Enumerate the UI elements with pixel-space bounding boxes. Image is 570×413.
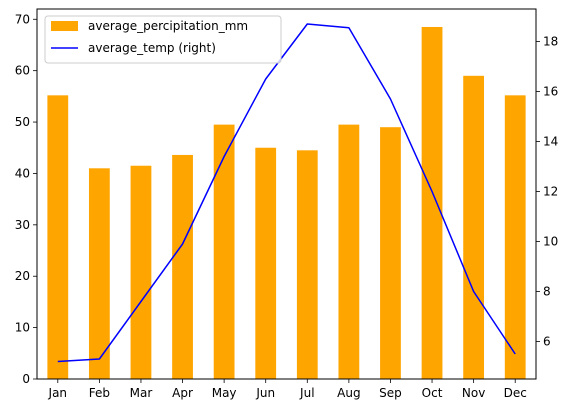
legend-label-line: average_temp (right): [88, 41, 216, 55]
bar-series: [47, 26, 526, 380]
y-left-tick-label: 50: [15, 115, 30, 129]
y-left-tick-label: 10: [15, 321, 30, 335]
y-axis-left: 0 10 20 30 40 50 60 70: [15, 12, 37, 386]
x-tick-label: Mar: [130, 386, 153, 400]
x-tick-label: Dec: [504, 386, 527, 400]
plot-frame: [36, 8, 537, 380]
y-left-tick-label: 30: [15, 218, 30, 232]
bar-nov: [463, 75, 485, 380]
y-right-tick-label: 14: [543, 135, 558, 149]
y-right-tick-label: 10: [543, 235, 558, 249]
y-left-tick-label: 40: [15, 166, 30, 180]
y-left-tick-label: 70: [15, 12, 30, 26]
y-axis-right: 6 8 10 12 14 16 18: [536, 35, 558, 349]
x-tick-label: Apr: [172, 386, 193, 400]
bar-may: [213, 124, 235, 379]
y-right-tick-label: 6: [543, 335, 551, 349]
bar-jul: [296, 150, 318, 379]
x-tick-label: Jan: [48, 386, 68, 400]
bar-sep: [380, 127, 401, 379]
x-tick-label: Feb: [89, 386, 110, 400]
bar-apr: [172, 154, 193, 379]
temperature-line: [57, 23, 516, 363]
bar-mar: [130, 165, 152, 379]
y-left-tick-label: 20: [15, 269, 30, 283]
x-tick-label: Aug: [337, 386, 360, 400]
y-left-tick-label: 0: [22, 372, 30, 386]
line-series: [57, 23, 516, 363]
bar-jun: [255, 147, 277, 379]
legend-swatch-bar: [51, 21, 78, 31]
y-right-tick-label: 8: [543, 285, 551, 299]
x-tick-label: Jul: [299, 386, 314, 400]
legend-label-bar: average_percipitation_mm: [88, 19, 248, 33]
x-tick-label: Oct: [422, 386, 443, 400]
y-right-tick-label: 12: [543, 185, 558, 199]
bar-aug: [338, 124, 360, 379]
x-axis: Jan Feb Mar Apr May Jun Jul Aug Sep Oct Nov Dec: [48, 379, 527, 400]
y-right-tick-label: 16: [543, 85, 558, 99]
y-right-tick-label: 18: [543, 35, 558, 49]
bar-feb: [88, 168, 110, 379]
bar-jan: [47, 95, 69, 379]
x-tick-label: May: [212, 386, 237, 400]
legend: average_percipitation_mm average_temp (r…: [44, 15, 282, 64]
x-tick-label: Nov: [462, 386, 485, 400]
x-tick-label: Sep: [379, 386, 402, 400]
x-tick-label: Jun: [255, 386, 275, 400]
y-left-tick-label: 60: [15, 64, 30, 78]
bar-oct: [421, 26, 443, 379]
legend-box: [44, 15, 282, 64]
bar-dec: [504, 95, 526, 379]
